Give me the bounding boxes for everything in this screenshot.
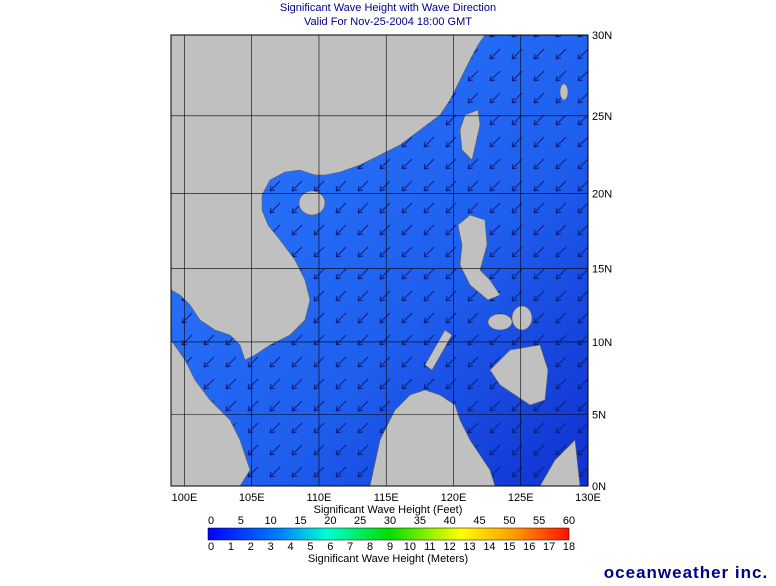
lon-tick-label: 120E [441, 492, 467, 504]
graticule [171, 35, 588, 486]
colorbar-feet-tick: 20 [324, 515, 336, 527]
colorbar-feet-tick: 30 [384, 515, 396, 527]
colorbar-feet-tick: 35 [414, 515, 426, 527]
colorbar-meters-tick: 10 [404, 541, 416, 553]
brand: oceanweather inc. [604, 563, 768, 581]
lon-tick-label: 105E [239, 492, 265, 504]
colorbar-meters-tick: 3 [268, 541, 274, 553]
subtitle: Valid For Nov-25-2004 18:00 GMT [304, 16, 472, 28]
colorbar-meters-tick: 11 [424, 541, 435, 553]
colorbar-meters-tick: 0 [208, 541, 214, 553]
colorbar-feet-tick: 60 [563, 515, 575, 527]
colorbar [207, 527, 570, 541]
colorbar-meters-tick: 16 [523, 541, 535, 553]
colorbar-meters-tick: 14 [483, 541, 495, 553]
lat-tick-label: 25N [592, 111, 612, 123]
lat-tick-label: 5N [592, 409, 606, 421]
colorbar-meters-tick: 9 [387, 541, 393, 553]
colorbar-meters-tick: 6 [327, 541, 333, 553]
colorbar-feet-tick: 50 [503, 515, 515, 527]
lon-tick-label: 110E [307, 492, 332, 504]
colorbar-meters-tick: 15 [503, 541, 515, 553]
colorbar-meters-tick: 1 [228, 541, 234, 553]
colorbar-feet-tick: 0 [208, 515, 214, 527]
lon-tick-label: 125E [508, 492, 534, 504]
title: Significant Wave Height with Wave Direct… [280, 2, 496, 14]
colorbar-meters-tick: 13 [463, 541, 475, 553]
colorbar-feet-tick: 40 [444, 515, 456, 527]
colorbar-meters-tick: 8 [367, 541, 373, 553]
lon-tick-label: 115E [374, 492, 399, 504]
colorbar-meters-tick: 7 [347, 541, 353, 553]
colorbar-meters-tick: 17 [543, 541, 555, 553]
colorbar-feet-tick: 10 [265, 515, 277, 527]
lat-tick-label: 10N [592, 337, 612, 349]
colorbar-feet-tick: 5 [238, 515, 244, 527]
colorbar-meters-tick: 5 [307, 541, 313, 553]
colorbar-feet-tick: 25 [354, 515, 366, 527]
lat-tick-label: 15N [592, 264, 612, 276]
colorbar-feet-tick: 45 [473, 515, 485, 527]
lon-tick-label: 130E [575, 492, 601, 504]
colorbar-meters-tick: 2 [248, 541, 254, 553]
colorbar-meters-title: Significant Wave Height (Meters) [308, 553, 468, 565]
lat-tick-label: 20N [592, 188, 612, 200]
colorbar-feet-tick: 55 [533, 515, 545, 527]
colorbar-feet-title: Significant Wave Height (Feet) [314, 504, 463, 516]
map-area [171, 35, 588, 486]
colorbar-meters-tick: 4 [287, 541, 293, 553]
colorbar-feet-tick: 15 [294, 515, 306, 527]
map-frame [170, 34, 589, 487]
lat-tick-label: 30N [592, 30, 612, 42]
lon-tick-label: 100E [172, 492, 198, 504]
lat-tick-label: 0N [592, 481, 606, 493]
colorbar-meters-tick: 18 [563, 541, 575, 553]
colorbar-meters-tick: 12 [444, 541, 456, 553]
